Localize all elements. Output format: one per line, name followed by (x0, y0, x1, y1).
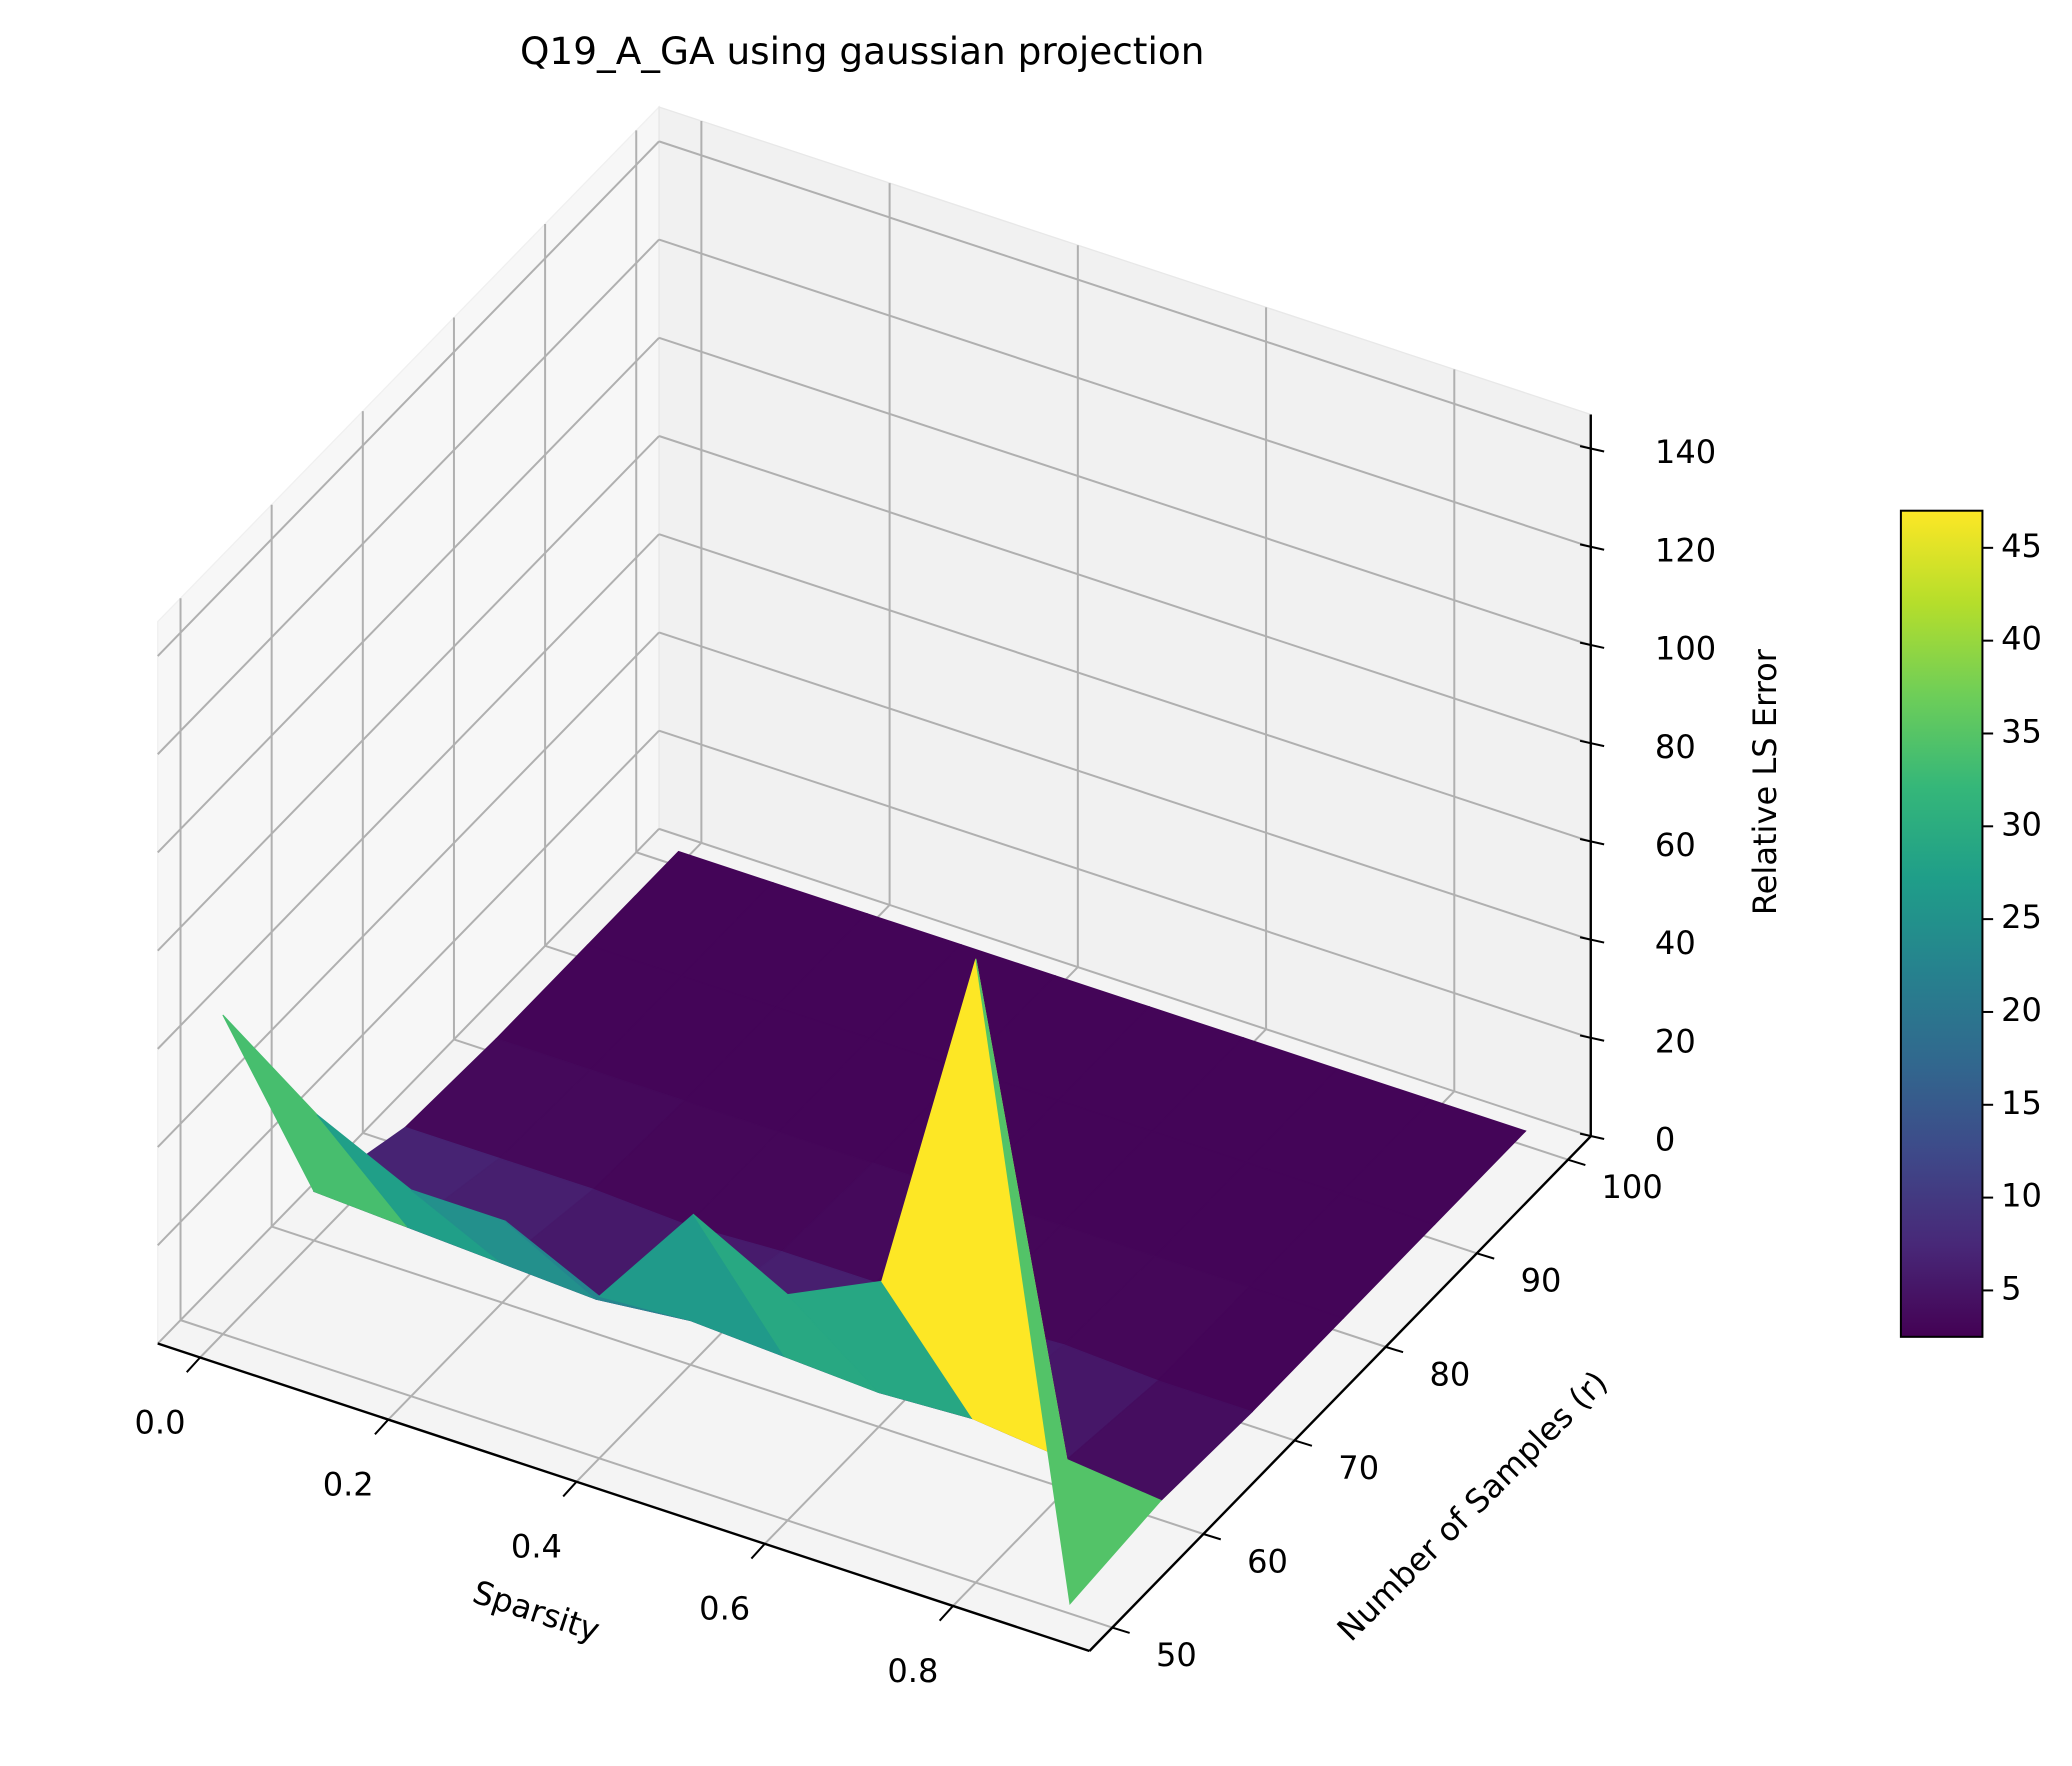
colorbar (1899, 509, 1984, 1338)
colorbar-tick-label: 20 (2001, 991, 2042, 1029)
y-tick-label: 70 (1338, 1449, 1379, 1487)
colorbar-tick-label: 45 (2001, 527, 2042, 565)
y-tick (1203, 1533, 1222, 1541)
z-tick (1579, 1132, 1605, 1140)
x-tick-label: 0.2 (323, 1465, 374, 1503)
z-tick-label: 0 (1655, 1121, 1675, 1159)
grid-line (658, 729, 1592, 1040)
surface-facet (975, 958, 1162, 1606)
axis-line (1088, 1135, 1592, 1652)
y-tick (1385, 1345, 1404, 1354)
grid-line (658, 238, 1592, 548)
grid-line (658, 336, 1592, 647)
y-tick-label: 60 (1247, 1542, 1288, 1580)
z-tick (1579, 838, 1605, 846)
y-tick-label: 90 (1521, 1262, 1562, 1300)
colorbar-tick-label: 40 (2001, 620, 2042, 658)
z-tick (1579, 739, 1605, 748)
grid-line (180, 1319, 1113, 1629)
x-tick-label: 0.4 (511, 1528, 562, 1566)
y-tick (1294, 1439, 1313, 1447)
colorbar-tick-label: 5 (2001, 1269, 2021, 1307)
grid-line (157, 435, 660, 952)
grid-line (157, 337, 660, 854)
grid-line (658, 827, 1592, 1138)
colorbar-tick-label: 10 (2001, 1177, 2042, 1215)
grid-line (658, 435, 1592, 745)
grid-line (658, 140, 1592, 450)
y-tick-label: 50 (1156, 1636, 1197, 1674)
x-tick-label: 0.6 (699, 1590, 750, 1628)
colorbar-tick-label: 30 (2001, 805, 2042, 843)
plot-area: 0.0 0.2 0.4 0.6 0.8 50 60 70 80 90 100 0 20 40 60 80 100… (134, 105, 1784, 1690)
grid-line (658, 631, 1592, 941)
x-tick (374, 1418, 390, 1435)
grid-line (157, 828, 660, 1345)
z-tick (1579, 936, 1605, 944)
y-tick-label: 100 (1602, 1168, 1663, 1206)
z-tick (1579, 543, 1605, 551)
z-tick-label: 120 (1655, 531, 1716, 569)
chart-title: Q19_A_GA using gaussian projection (520, 29, 1205, 73)
grid-line (157, 238, 660, 755)
axis-line (157, 1342, 1090, 1653)
y-tick (1476, 1252, 1495, 1260)
x-tick (562, 1481, 578, 1498)
y-tick-label: 80 (1429, 1355, 1470, 1393)
colorbar-tick-label: 25 (2001, 898, 2042, 936)
z-tick-label: 40 (1655, 924, 1696, 962)
y-tick (1111, 1626, 1130, 1634)
z-tick (1579, 641, 1605, 649)
colorbar-tick-label: 35 (2001, 712, 2042, 750)
z-axis-label: Relative LS Error (1746, 648, 1784, 915)
z-tick-label: 140 (1655, 433, 1716, 471)
x-tick (938, 1605, 954, 1622)
z-tick-label: 60 (1655, 826, 1696, 864)
grid-line (271, 1225, 1204, 1535)
x-tick (185, 1356, 201, 1373)
x-tick-label: 0.0 (134, 1403, 185, 1441)
y-axis-label: Number of Samples (r) (1330, 1363, 1615, 1648)
z-tick-label: 80 (1655, 728, 1696, 766)
z-tick (1579, 1034, 1605, 1042)
x-tick-label: 0.8 (887, 1652, 938, 1690)
z-tick-label: 100 (1655, 630, 1716, 668)
y-tick (1567, 1158, 1586, 1167)
z-tick (1579, 445, 1605, 453)
colorbar-tick-label: 15 (2001, 1084, 2042, 1122)
grid-line (157, 140, 660, 657)
x-tick (750, 1543, 766, 1560)
grid-line (157, 729, 660, 1247)
grid-line (157, 631, 660, 1148)
x-axis-label: Sparsity (468, 1573, 604, 1650)
grid-line (157, 533, 660, 1050)
z-tick-label: 20 (1655, 1022, 1696, 1060)
grid-line (658, 533, 1592, 843)
